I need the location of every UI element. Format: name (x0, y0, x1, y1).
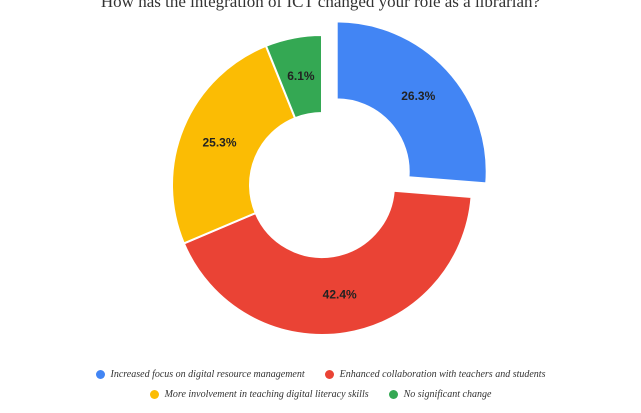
slice-labels: 26.3% 42.4% 25.3% 6.1% (202, 69, 435, 302)
slice-digital-literacy (171, 44, 297, 245)
legend-label: Enhanced collaboration with teachers and… (339, 368, 546, 380)
legend-item-digital-resource: Increased focus on digital resource mana… (95, 368, 305, 380)
legend-swatch (149, 389, 159, 399)
donut-chart: 26.3% 42.4% 25.3% 6.1% (171, 20, 488, 336)
slice-value-label: 26.3% (401, 89, 435, 103)
legend-row-1: Increased focus on digital resource mana… (0, 364, 641, 384)
slice-digital-resource (335, 20, 488, 185)
legend-item-digital-literacy: More involvement in teaching digital lit… (149, 388, 369, 400)
legend-label: More involvement in teaching digital lit… (164, 388, 369, 400)
slice-value-label: 25.3% (202, 135, 236, 149)
legend-label: Increased focus on digital resource mana… (110, 368, 305, 380)
slices (171, 20, 488, 336)
slice-no-change (264, 33, 323, 120)
slice-value-label: 6.1% (287, 69, 315, 83)
slice-collaboration (182, 189, 473, 336)
slice-value-label: 42.4% (323, 288, 357, 302)
legend-item-no-change: No significant change (388, 388, 492, 400)
legend-label: No significant change (403, 388, 492, 400)
legend-swatch (95, 369, 105, 379)
legend-item-collaboration: Enhanced collaboration with teachers and… (324, 368, 546, 380)
legend: Increased focus on digital resource mana… (0, 364, 641, 404)
legend-swatch (324, 369, 334, 379)
legend-swatch (388, 389, 398, 399)
legend-row-2: More involvement in teaching digital lit… (0, 384, 641, 404)
chart-title: How has the integration of ICT changed y… (100, 0, 541, 11)
